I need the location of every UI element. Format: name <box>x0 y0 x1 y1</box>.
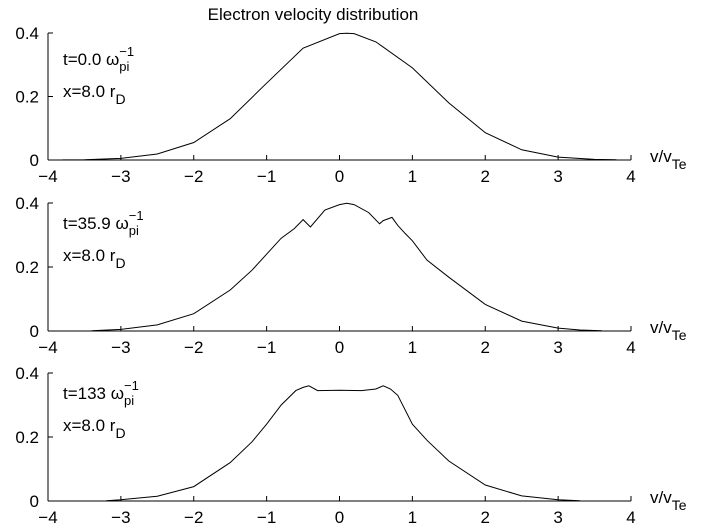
x-tick-label: 2 <box>481 167 490 186</box>
x-tick-label: −3 <box>111 508 130 527</box>
x-tick-label: −4 <box>38 338 57 357</box>
x-tick-label: −3 <box>111 338 130 357</box>
position-annotation: x=8.0 rD <box>63 82 126 107</box>
y-tick-label: 0 <box>30 151 39 170</box>
x-tick-label: 2 <box>481 338 490 357</box>
x-tick-label: 3 <box>553 167 562 186</box>
time-annotation-subscript: pi <box>119 59 129 74</box>
x-axis-label: v/vTe <box>650 147 687 172</box>
y-tick-label: 0 <box>30 492 39 511</box>
x-tick-label: 1 <box>408 508 417 527</box>
x-tick-label: 3 <box>553 338 562 357</box>
x-tick-label: 2 <box>481 508 490 527</box>
x-tick-label: 0 <box>335 508 344 527</box>
x-tick-label: 4 <box>626 508 635 527</box>
x-tick-label: −1 <box>257 338 276 357</box>
x-tick-label: 4 <box>626 338 635 357</box>
figure-title: Electron velocity distribution <box>208 5 419 24</box>
time-annotation-subscript: pi <box>124 393 134 408</box>
x-tick-label: −3 <box>111 167 130 186</box>
x-tick-label: −1 <box>257 167 276 186</box>
x-tick-label: −4 <box>38 167 57 186</box>
x-tick-label: 1 <box>408 167 417 186</box>
x-tick-label: 0 <box>335 167 344 186</box>
x-tick-label: −1 <box>257 508 276 527</box>
distribution-curve <box>106 385 581 502</box>
y-tick-label: 0.2 <box>15 258 39 277</box>
y-tick-label: 0.2 <box>15 88 39 107</box>
x-tick-label: −2 <box>184 167 203 186</box>
x-tick-label: −4 <box>38 508 57 527</box>
time-annotation-subscript: pi <box>129 223 139 238</box>
x-axis-label: v/vTe <box>650 488 687 513</box>
position-annotation: x=8.0 rD <box>63 246 126 271</box>
y-tick-label: 0.4 <box>15 24 39 43</box>
y-tick-label: 0 <box>30 322 39 341</box>
x-tick-label: 0 <box>335 338 344 357</box>
y-tick-label: 0.4 <box>15 194 39 213</box>
position-annotation: x=8.0 rD <box>63 416 126 441</box>
x-axis-label: v/vTe <box>650 318 687 343</box>
y-tick-label: 0.2 <box>15 428 39 447</box>
x-tick-label: 3 <box>553 508 562 527</box>
distribution-curve <box>91 202 602 332</box>
x-tick-label: −2 <box>184 338 203 357</box>
y-tick-label: 0.4 <box>15 364 39 383</box>
x-tick-label: 1 <box>408 338 417 357</box>
x-tick-label: −2 <box>184 508 203 527</box>
distribution-curve <box>62 32 617 161</box>
x-tick-label: 4 <box>626 167 635 186</box>
